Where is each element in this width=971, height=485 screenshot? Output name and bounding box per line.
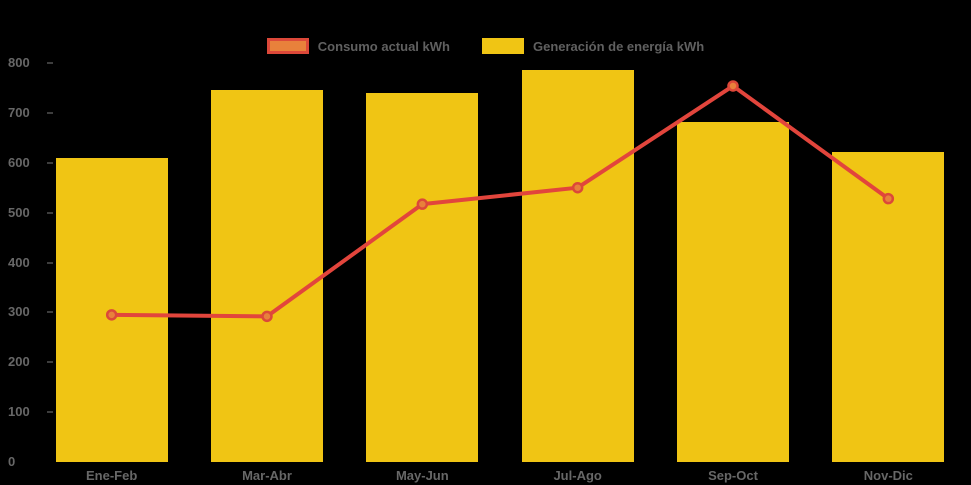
bar-jul-ago <box>521 70 634 462</box>
line-marker-icon <box>727 80 739 92</box>
y-axis-tick-mark <box>47 111 53 114</box>
y-axis-tick-label: 600 <box>8 154 30 170</box>
x-axis-label-mar-abr: Mar-Abr <box>242 468 292 483</box>
legend-swatch-icon <box>481 38 524 54</box>
y-axis-tick-mark <box>47 361 53 364</box>
y-axis-tick-label: 700 <box>8 104 30 120</box>
x-axis-label-sep-oct: Sep-Oct <box>708 468 758 483</box>
y-axis-tick-label: 100 <box>8 404 30 420</box>
y-axis-tick-mark <box>47 411 53 414</box>
x-axis-label-ene-feb: Ene-Feb <box>86 468 138 483</box>
legend-item-generacion[interactable]: Generación de energía kWh <box>481 38 705 54</box>
y-axis-tick-mark <box>47 62 53 64</box>
bar-may-jun <box>366 92 479 462</box>
legend-swatch-icon <box>266 38 309 54</box>
y-axis-tick-label: 0 <box>8 454 16 469</box>
legend-item-consumo[interactable]: Consumo actual kWh <box>266 38 450 54</box>
bar-mar-abr <box>211 90 323 462</box>
bar-ene-feb <box>55 157 168 462</box>
x-axis-label-may-jun: May-Jun <box>395 468 449 483</box>
legend-label: Generación de energía kWh <box>532 38 705 54</box>
y-axis-tick-mark <box>47 261 53 264</box>
y-axis-tick-label: 500 <box>8 204 30 220</box>
y-axis-tick-mark <box>47 311 53 314</box>
y-axis-tick-label: 800 <box>8 55 30 70</box>
chart-legend: Consumo actual kWh Generación de energía … <box>0 38 971 54</box>
y-axis-tick-mark <box>47 211 53 214</box>
bar-sep-oct <box>677 121 789 462</box>
y-axis-tick-label: 300 <box>8 304 30 320</box>
x-axis-label-jul-ago: Jul-Ago <box>553 468 602 483</box>
x-axis-label-nov-dic: Nov-Dic <box>863 468 913 483</box>
y-axis-tick-label: 200 <box>8 354 30 370</box>
y-axis-tick-mark <box>47 161 53 164</box>
bar-nov-dic <box>832 151 945 462</box>
y-axis-tick-label: 400 <box>8 254 30 270</box>
legend-label: Consumo actual kWh <box>317 38 450 54</box>
